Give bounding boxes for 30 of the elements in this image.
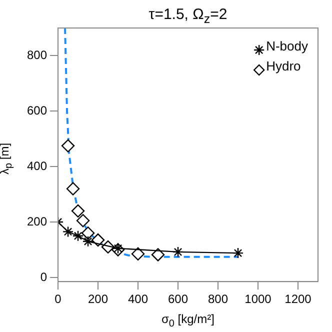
point — [131, 247, 145, 260]
point — [91, 233, 105, 247]
point — [151, 248, 165, 262]
legend-label: Hydro — [266, 58, 301, 74]
x-tick-label: 800 — [208, 292, 228, 306]
chart-title: τ=1.5, Ω$_{z}$=2 — [148, 6, 228, 26]
point — [66, 182, 80, 196]
x-tick-label: 0 — [54, 292, 62, 306]
legend-label: N-body — [266, 38, 308, 54]
point — [72, 230, 84, 242]
point — [172, 246, 184, 258]
point — [232, 247, 244, 259]
x-axis-title: σ$_{0}$ [kg/m²] — [160, 312, 216, 330]
point — [61, 139, 75, 152]
x-tick-label: 400 — [128, 292, 148, 306]
x-tick-label: 1200 — [284, 292, 312, 306]
x-tick-label: 1000 — [244, 292, 272, 306]
y-tick-label: 200 — [26, 214, 48, 228]
y-tick-label: 400 — [26, 158, 48, 173]
point — [81, 226, 95, 240]
point — [82, 236, 94, 248]
point — [76, 214, 90, 228]
point — [112, 242, 124, 254]
x-tick-label: 200 — [88, 292, 108, 306]
x-tick-label: 600 — [168, 292, 188, 306]
y-tick-label: 600 — [26, 103, 48, 118]
point — [62, 226, 74, 238]
y-tick-label: 0 — [40, 270, 48, 284]
y-tick-label: 800 — [26, 48, 48, 62]
point — [71, 204, 85, 218]
